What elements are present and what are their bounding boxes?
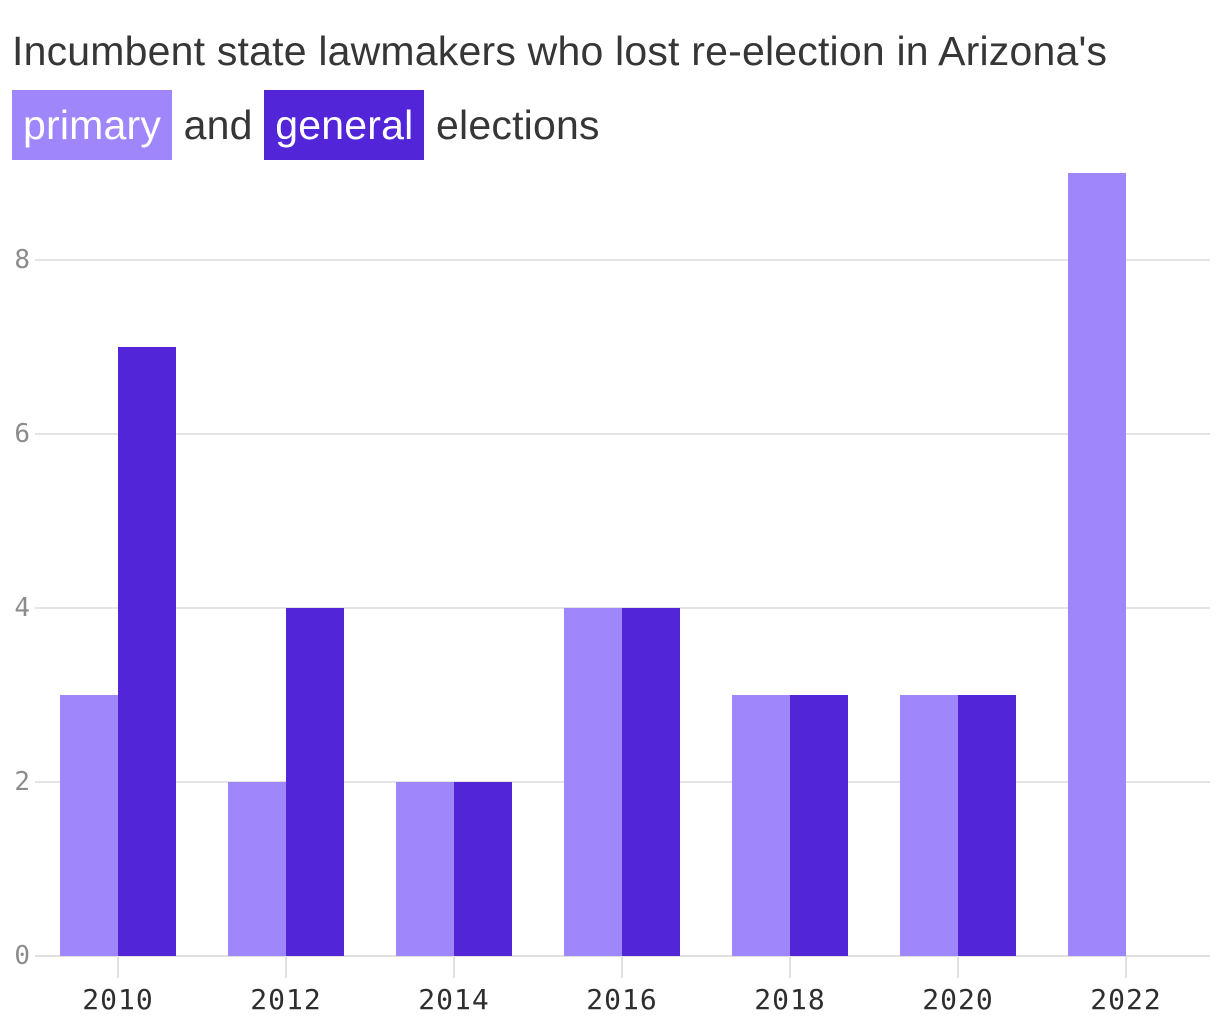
- legend-highlight-general: general: [264, 90, 425, 160]
- x-axis-tick-2012: [285, 956, 287, 978]
- bar-general-2010: [118, 347, 176, 956]
- y-axis-label-2: 2: [14, 767, 30, 797]
- x-axis-label-2014: 2014: [418, 983, 490, 1016]
- bar-primary-2012: [228, 782, 286, 956]
- y-axis-label-0: 0: [14, 941, 30, 971]
- x-axis-tick-2020: [957, 956, 959, 978]
- bar-primary-2010: [60, 695, 118, 956]
- y-axis-label-6: 6: [14, 419, 30, 449]
- title-text-1: Incumbent state lawmakers who lost re-el…: [12, 28, 1108, 74]
- gridline-y-8: [35, 259, 1210, 261]
- x-axis-tick-2022: [1125, 956, 1127, 978]
- x-axis-label-2010: 2010: [82, 983, 154, 1016]
- bar-general-2014: [454, 782, 512, 956]
- x-axis-tick-2016: [621, 956, 623, 978]
- bar-primary-2022: [1068, 173, 1126, 956]
- x-axis-tick-2018: [789, 956, 791, 978]
- x-axis-label-2016: 2016: [586, 983, 658, 1016]
- x-axis-tick-2014: [453, 956, 455, 978]
- title-text-3: elections: [424, 102, 600, 148]
- y-axis-label-8: 8: [14, 245, 30, 275]
- legend-highlight-primary: primary: [12, 90, 173, 160]
- x-axis-label-2018: 2018: [754, 983, 826, 1016]
- bar-general-2020: [958, 695, 1016, 956]
- x-axis-tick-2010: [117, 956, 119, 978]
- page-title: Incumbent state lawmakers who lost re-el…: [0, 0, 1220, 162]
- bar-primary-2020: [900, 695, 958, 956]
- bar-general-2012: [286, 608, 344, 956]
- title-text-2: and: [172, 102, 265, 148]
- bar-primary-2016: [564, 608, 622, 956]
- bar-general-2016: [622, 608, 680, 956]
- bar-chart-plot-area: 2010 2012 2014 2016 2018 2020 2022: [35, 173, 1210, 1016]
- bar-general-2018: [790, 695, 848, 956]
- bar-primary-2014: [396, 782, 454, 956]
- x-axis-label-2012: 2012: [250, 983, 322, 1016]
- gridline-y-6: [35, 433, 1210, 435]
- y-axis-label-4: 4: [14, 593, 30, 623]
- x-axis-label-2020: 2020: [922, 983, 994, 1016]
- bar-primary-2018: [732, 695, 790, 956]
- x-axis-label-2022: 2022: [1090, 983, 1162, 1016]
